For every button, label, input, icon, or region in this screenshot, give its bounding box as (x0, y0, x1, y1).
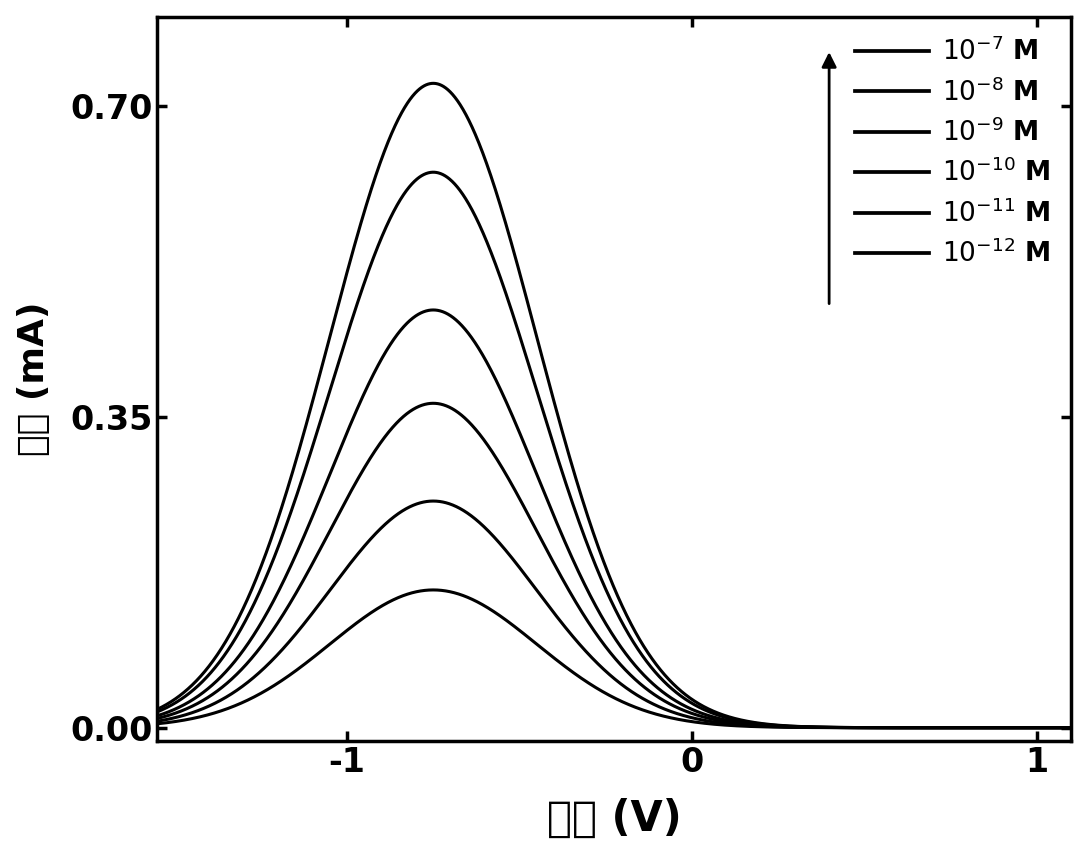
Y-axis label: 电流 (mA): 电流 (mA) (16, 302, 51, 456)
X-axis label: 电位 (V): 电位 (V) (547, 799, 682, 841)
Legend: $10^{-7}$ M, $10^{-8}$ M, $10^{-9}$ M, $10^{-10}$ M, $10^{-11}$ M, $10^{-12}$ M: $10^{-7}$ M, $10^{-8}$ M, $10^{-9}$ M, $… (846, 30, 1059, 276)
